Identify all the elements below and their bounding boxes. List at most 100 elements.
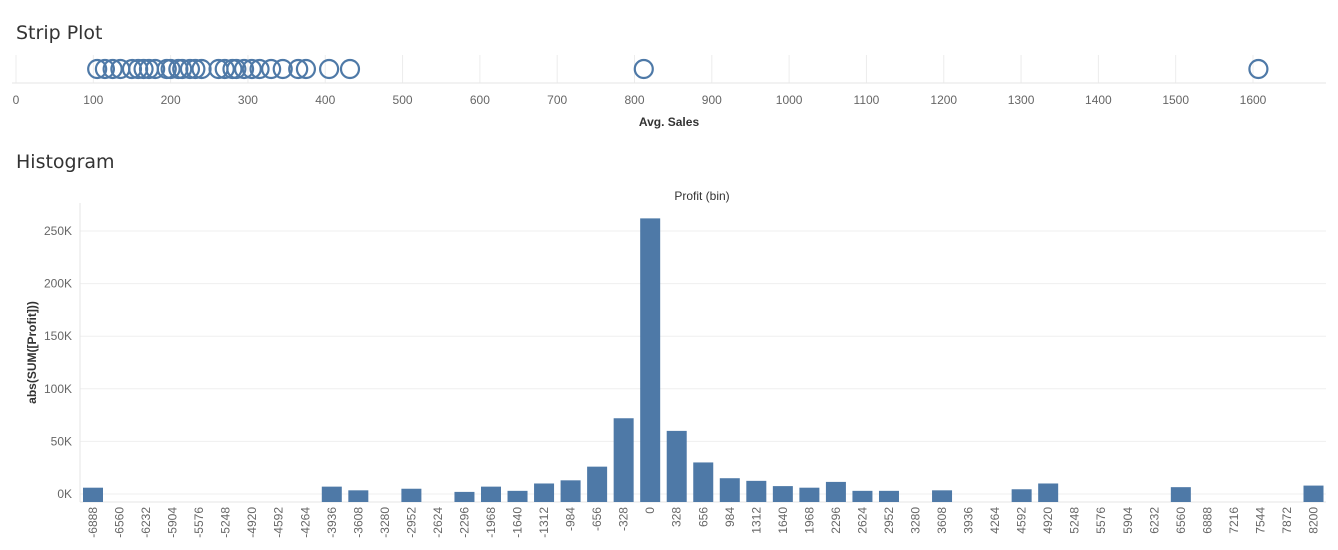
histogram-bar <box>666 430 687 502</box>
histogram-axis-title: Profit (bin) <box>674 189 729 203</box>
histogram-x-tick-label: 1968 <box>802 507 816 534</box>
histogram-x-tick-label: -2952 <box>404 507 418 538</box>
histogram-bar <box>640 218 661 502</box>
histogram-x-tick-label: 8200 <box>1307 507 1321 534</box>
strip-point <box>133 58 154 80</box>
histogram-x-tick-label: -3936 <box>325 507 339 538</box>
strip-point <box>172 58 193 80</box>
histogram-x-tick-label: 1640 <box>776 507 790 534</box>
histogram-bar <box>507 490 528 502</box>
histogram-x-tick-label: -656 <box>590 507 604 531</box>
strip-point <box>339 58 361 80</box>
histogram-x-tick-label: 4592 <box>1015 507 1029 534</box>
histogram-y-tick-label: 100K <box>44 382 72 396</box>
histogram-x-tick-label: -328 <box>617 507 631 531</box>
histogram-x-tick-label: 984 <box>723 507 737 527</box>
histogram-x-tick-label: 6560 <box>1174 507 1188 534</box>
histogram-bar <box>534 483 555 502</box>
histogram-x-tick-label: 7872 <box>1280 507 1294 534</box>
histogram-x-tick-label: -6232 <box>139 507 153 538</box>
strip-tick-label: 1100 <box>854 93 880 107</box>
histogram-x-tick-label: 3936 <box>962 507 976 534</box>
histogram-bar <box>613 418 634 502</box>
strip-point <box>185 58 206 80</box>
histogram-bar <box>1011 489 1032 502</box>
strip-point <box>226 58 247 80</box>
histogram-x-tick-label: -4920 <box>245 507 259 538</box>
histogram-x-tick-label: -3280 <box>378 507 392 538</box>
histogram-y-tick-label: 200K <box>44 277 72 291</box>
histogram-bar <box>321 486 342 502</box>
histogram-x-tick-label: 0 <box>643 507 657 514</box>
histogram-x-tick-label: 5576 <box>1094 507 1108 534</box>
histogram-x-tick-label: 1312 <box>749 507 763 534</box>
strip-point <box>233 58 255 80</box>
strip-tick-label: 700 <box>547 93 567 107</box>
strip-tick-label: 0 <box>13 93 20 107</box>
histogram-x-tick-label: 2624 <box>855 507 869 534</box>
histogram-y-tick-label: 0K <box>57 487 72 501</box>
histogram-x-tick-label: -4264 <box>298 507 312 538</box>
histogram-x-tick-label: 4264 <box>988 507 1002 534</box>
histogram-x-tick-label: -1640 <box>511 507 525 538</box>
histogram-x-tick-label: -4592 <box>272 507 286 538</box>
histogram-x-tick-label: -6888 <box>86 507 100 538</box>
histogram-x-tick-label: -6560 <box>113 507 127 538</box>
strip-point <box>87 58 108 80</box>
histogram-x-tick-label: 328 <box>670 507 684 527</box>
histogram-x-tick-label: -2296 <box>457 507 471 538</box>
strip-point <box>94 58 116 80</box>
histogram-bar <box>693 462 714 502</box>
histogram-x-tick-label: 7216 <box>1227 507 1241 534</box>
strip-tick-label: 1600 <box>1240 93 1267 107</box>
strip-point <box>241 58 262 80</box>
strip-tick-label: 800 <box>624 93 644 107</box>
strip-point <box>102 58 123 80</box>
histogram-bar <box>772 486 793 502</box>
strip-point <box>145 58 166 80</box>
histogram-bar <box>1170 487 1191 502</box>
histogram-x-tick-label: 2952 <box>882 507 896 534</box>
histogram-bar <box>1303 485 1324 502</box>
histogram-bar <box>560 480 581 502</box>
strip-point <box>160 58 181 80</box>
strip-plot-title: Strip Plot <box>16 22 103 44</box>
histogram-x-tick-label: 6232 <box>1147 507 1161 534</box>
strip-point <box>633 58 654 80</box>
histogram-bar <box>348 490 369 502</box>
histogram-x-tick-label: -1312 <box>537 507 551 538</box>
strip-point <box>179 58 201 80</box>
strip-point <box>272 58 293 80</box>
histogram-x-tick-label: 7544 <box>1253 507 1267 534</box>
strip-tick-label: 1200 <box>930 93 957 107</box>
histogram-bar <box>83 487 103 502</box>
strip-tick-label: 400 <box>315 93 335 107</box>
strip-point <box>288 58 309 80</box>
histogram-y-tick-label: 50K <box>51 434 72 448</box>
strip-tick-label: 300 <box>238 93 258 107</box>
strip-tick-label: 1400 <box>1085 93 1112 107</box>
histogram-x-tick-label: -3608 <box>351 507 365 538</box>
strip-plot: 0 100 200 300 400 500 600 700 800 900 1000 1100 1200… <box>12 55 1326 129</box>
strip-x-axis-label: Avg. Sales <box>639 115 700 129</box>
histogram-x-tick-label: -5576 <box>192 507 206 538</box>
histogram-bar <box>852 490 873 502</box>
histogram-x-tick-label: 5904 <box>1121 507 1135 534</box>
strip-tick-label: 1000 <box>776 93 803 107</box>
strip-tick-label: 100 <box>83 93 103 107</box>
histogram-y-axis-label: abs(SUM([Profit])) <box>25 301 39 404</box>
histogram-bar <box>587 466 608 502</box>
histogram-x-tick-label: 4920 <box>1041 507 1055 534</box>
histogram-bar <box>1038 483 1059 502</box>
histogram-x-tick-label: 2296 <box>829 507 843 534</box>
histogram-bar <box>878 490 899 502</box>
strip-tick-label: 600 <box>470 93 490 107</box>
strip-tick-label: 200 <box>161 93 181 107</box>
strip-tick-label: 500 <box>393 93 413 107</box>
histogram-bar <box>480 486 501 502</box>
strip-point <box>214 58 235 80</box>
strip-point <box>319 58 340 80</box>
strip-point <box>249 58 270 80</box>
histogram-x-tick-label: 656 <box>696 507 710 527</box>
